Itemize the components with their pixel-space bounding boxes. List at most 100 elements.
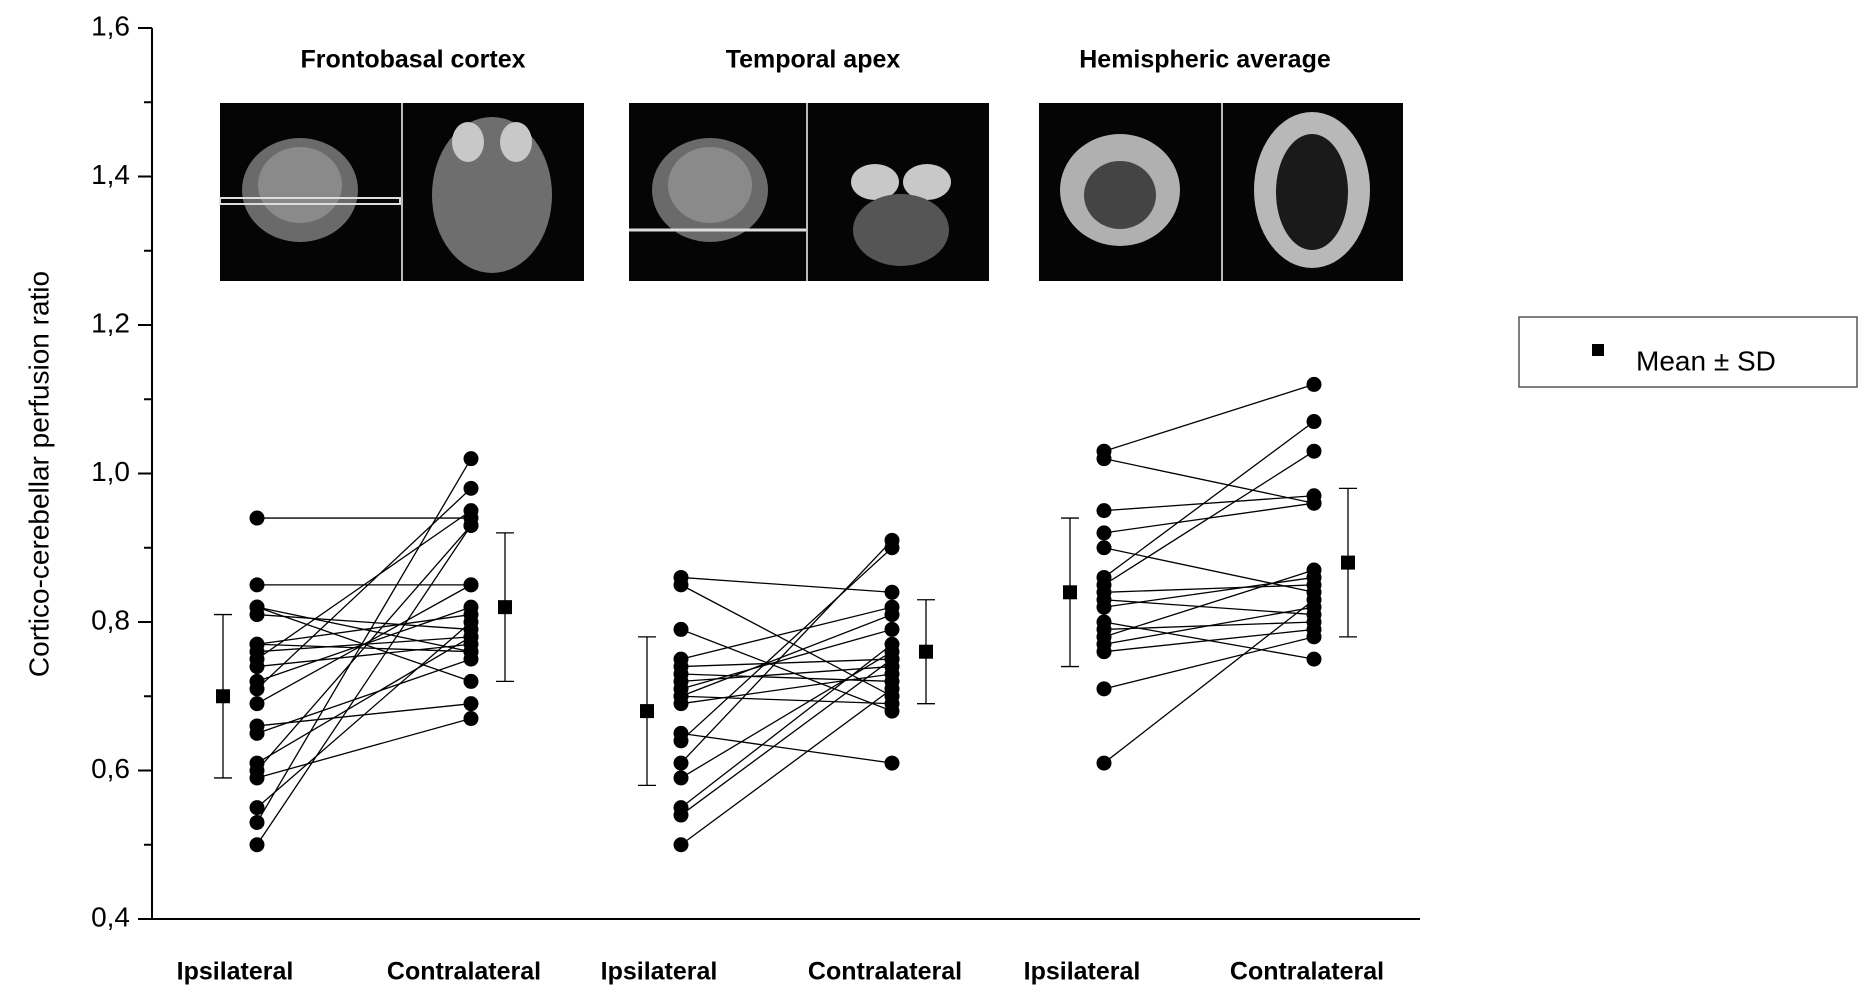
data-point bbox=[249, 681, 265, 697]
legend-box bbox=[1518, 316, 1858, 388]
data-point bbox=[249, 696, 265, 712]
mean-marker bbox=[216, 689, 230, 704]
pair-line bbox=[256, 621, 472, 809]
data-point bbox=[673, 770, 689, 786]
pair-line bbox=[680, 651, 893, 779]
data-point bbox=[673, 755, 689, 771]
data-point bbox=[463, 651, 479, 667]
data-point bbox=[673, 621, 689, 637]
data-point bbox=[463, 629, 479, 645]
pair-line bbox=[680, 539, 893, 764]
data-point bbox=[249, 659, 265, 675]
mean-marker bbox=[640, 704, 654, 719]
x-category-label: Contralateral bbox=[808, 958, 962, 986]
data-point bbox=[463, 599, 479, 615]
data-point bbox=[463, 696, 479, 712]
legend-symbol bbox=[1592, 344, 1604, 356]
data-point bbox=[1096, 540, 1112, 556]
data-point bbox=[673, 733, 689, 749]
data-point bbox=[249, 577, 265, 593]
brain-images bbox=[219, 103, 1403, 281]
pair-line bbox=[1103, 606, 1315, 645]
data-point bbox=[463, 480, 479, 496]
group-title: Frontobasal cortex bbox=[300, 46, 525, 74]
data-point bbox=[1306, 376, 1322, 392]
data-point bbox=[884, 696, 900, 712]
data-point bbox=[249, 814, 265, 830]
x-category-label: Ipsilateral bbox=[601, 958, 718, 986]
data-point bbox=[463, 503, 479, 519]
y-tick-label: 1,6 bbox=[91, 10, 130, 41]
pair-line bbox=[256, 658, 472, 734]
mean-marker bbox=[498, 600, 512, 615]
y-tick-label: 0,4 bbox=[91, 901, 130, 932]
pair-line bbox=[256, 458, 472, 823]
data-point bbox=[1096, 644, 1112, 660]
pair-line bbox=[680, 613, 893, 697]
pair-line bbox=[1103, 584, 1315, 593]
data-point bbox=[884, 666, 900, 682]
pair-line bbox=[680, 606, 893, 660]
y-tick-label: 0,6 bbox=[91, 753, 130, 784]
pair-line bbox=[1103, 628, 1315, 653]
data-point bbox=[1096, 755, 1112, 771]
pair-line bbox=[256, 643, 472, 668]
pair-line bbox=[256, 525, 472, 771]
data-point bbox=[1096, 681, 1112, 697]
pair-line bbox=[680, 658, 893, 816]
data-point bbox=[884, 584, 900, 600]
data-point bbox=[884, 607, 900, 623]
pair-line bbox=[1103, 450, 1315, 586]
pair-line bbox=[1103, 547, 1315, 593]
pair-line bbox=[256, 525, 472, 846]
pair-line bbox=[680, 673, 893, 705]
data-point bbox=[1096, 503, 1112, 519]
data-point bbox=[1306, 629, 1322, 645]
pair-line bbox=[680, 688, 893, 846]
data-point bbox=[673, 696, 689, 712]
data-point bbox=[884, 755, 900, 771]
data-point bbox=[463, 451, 479, 467]
pair-line bbox=[256, 510, 472, 660]
data-point bbox=[463, 673, 479, 689]
pair-line bbox=[256, 487, 472, 690]
pair-line bbox=[680, 584, 893, 697]
data-point bbox=[1096, 525, 1112, 541]
pair-line bbox=[1103, 383, 1315, 452]
legend-label: Mean ± SD bbox=[1636, 345, 1776, 376]
pair-line bbox=[680, 576, 893, 593]
pair-line bbox=[680, 673, 893, 683]
y-tick-label: 1,4 bbox=[91, 159, 130, 190]
data-point bbox=[1096, 599, 1112, 615]
pair-line bbox=[680, 547, 893, 742]
pair-line bbox=[1103, 421, 1315, 578]
image-temporal bbox=[629, 103, 989, 281]
mean-marker bbox=[919, 644, 933, 659]
pair-line bbox=[1103, 636, 1315, 690]
mean-marker bbox=[1063, 585, 1077, 600]
data-point bbox=[249, 725, 265, 741]
pair-line bbox=[256, 717, 472, 779]
data-point bbox=[884, 651, 900, 667]
data-point bbox=[249, 800, 265, 816]
data-point bbox=[1306, 414, 1322, 430]
pair-line bbox=[256, 636, 472, 764]
image-frontobasal bbox=[219, 103, 584, 281]
data-point bbox=[249, 510, 265, 526]
data-point bbox=[1096, 451, 1112, 467]
data-point bbox=[463, 577, 479, 593]
data-point bbox=[1306, 443, 1322, 459]
data-point bbox=[884, 532, 900, 548]
image-hemispheric bbox=[1039, 103, 1403, 281]
pair-line bbox=[256, 613, 472, 631]
pair-line bbox=[680, 732, 893, 764]
pair-line bbox=[680, 628, 893, 690]
data-point bbox=[463, 711, 479, 727]
data-point bbox=[463, 517, 479, 533]
pair-line bbox=[1103, 599, 1315, 764]
group-title: Hemispheric average bbox=[1079, 46, 1331, 74]
x-category-label: Ipsilateral bbox=[1024, 958, 1141, 986]
data-point bbox=[673, 837, 689, 853]
